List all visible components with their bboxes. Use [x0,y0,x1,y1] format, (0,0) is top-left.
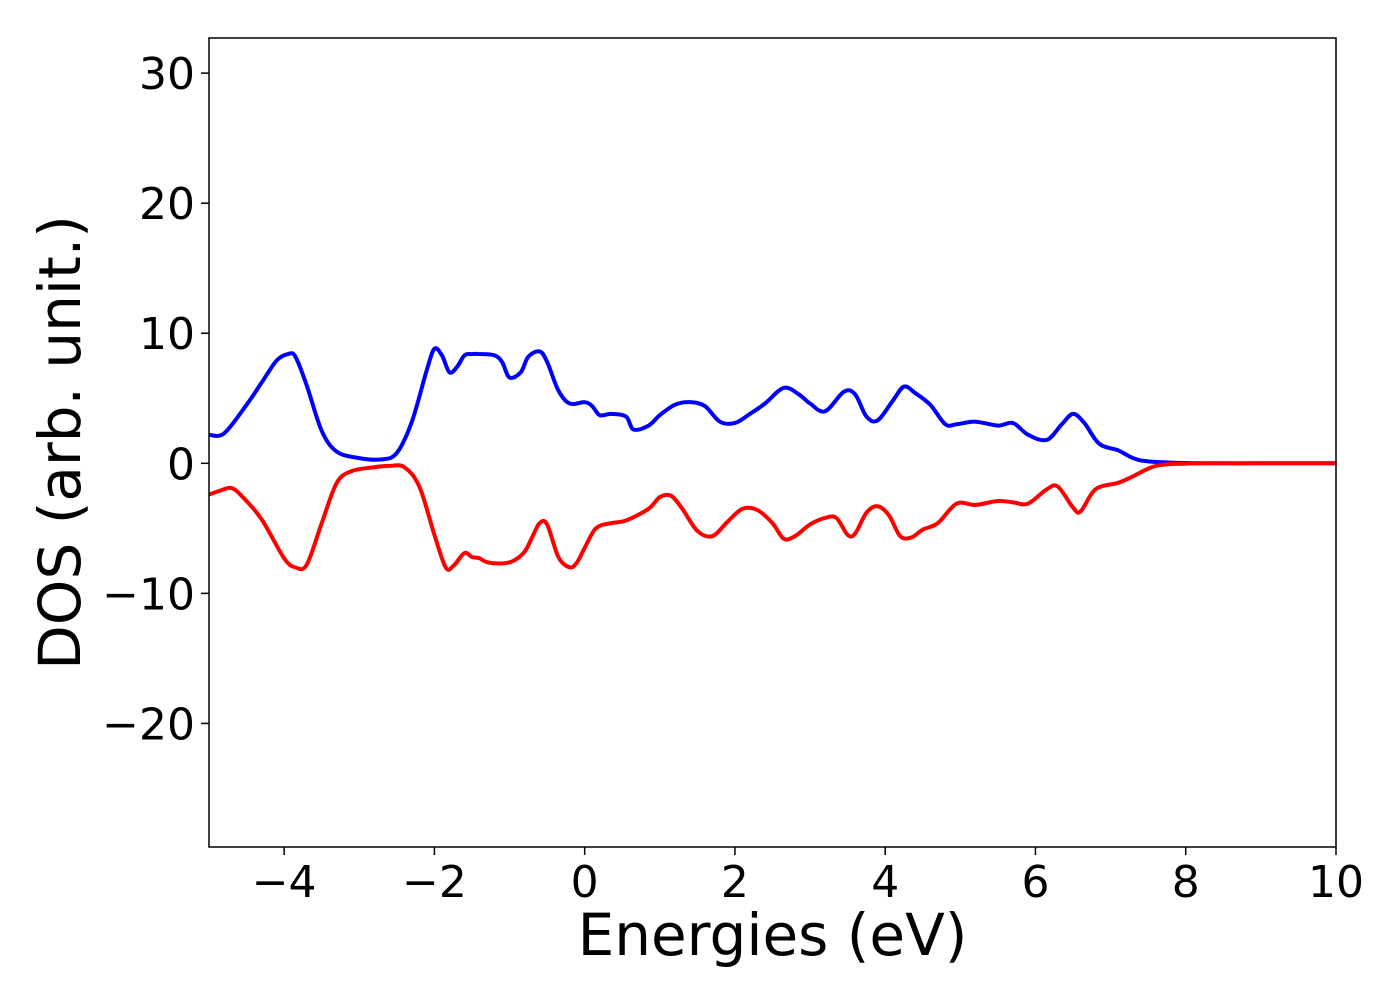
y-tick-label: −20 [102,699,195,750]
x-axis-title: Energies (eV) [578,901,968,969]
dos-spin-up-line [209,346,1336,466]
x-tick-label: 2 [721,857,749,908]
y-axis-title: DOS (arb. unit.) [26,215,94,670]
plot-lines [209,346,1336,572]
y-tick-label: −10 [102,569,195,620]
x-tick-label: 8 [1172,857,1200,908]
y-tick-label: 20 [139,179,195,230]
x-axis-ticks: −4 −2 0 2 4 6 8 10 [252,847,1364,908]
x-tick-label: 4 [871,857,899,908]
x-tick-label: 6 [1021,857,1049,908]
y-tick-label: 0 [167,439,195,490]
plot-frame [208,37,1337,848]
y-tick-label: 10 [139,309,195,360]
y-tick-label: 30 [139,49,195,100]
x-tick-label: −2 [402,857,467,908]
x-tick-label: 0 [571,857,599,908]
y-axis-ticks: −20 −10 0 10 20 30 [102,49,209,750]
x-tick-label: 10 [1308,857,1364,908]
x-tick-label: −4 [252,857,317,908]
dos-spin-down-line [209,461,1336,572]
